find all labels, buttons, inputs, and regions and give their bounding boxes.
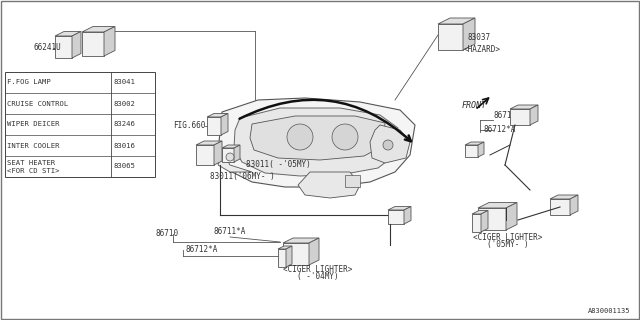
Polygon shape (465, 145, 478, 157)
Polygon shape (234, 108, 398, 176)
Polygon shape (82, 32, 104, 56)
Text: A830001135: A830001135 (588, 308, 630, 314)
Text: 83011( -'05MY): 83011( -'05MY) (246, 161, 311, 170)
Polygon shape (196, 141, 222, 145)
Polygon shape (218, 98, 415, 187)
Text: CRUISE CONTROL: CRUISE CONTROL (7, 100, 68, 107)
Text: 83016: 83016 (113, 142, 135, 148)
Polygon shape (221, 114, 228, 135)
Polygon shape (550, 199, 570, 215)
Polygon shape (506, 203, 517, 230)
Polygon shape (481, 211, 488, 232)
Text: 83246: 83246 (113, 122, 135, 127)
Text: <CIGER LIGHTER>: <CIGER LIGHTER> (284, 266, 353, 275)
Polygon shape (55, 36, 72, 58)
Text: 86712*A: 86712*A (483, 124, 515, 133)
Text: 83011('06MY- ): 83011('06MY- ) (210, 172, 275, 181)
Circle shape (332, 124, 358, 150)
Bar (5, 72, 155, 177)
Polygon shape (82, 27, 115, 32)
Polygon shape (510, 109, 530, 125)
Text: INTER COOLER: INTER COOLER (7, 142, 60, 148)
Polygon shape (250, 116, 385, 160)
Polygon shape (438, 18, 475, 24)
Polygon shape (298, 172, 360, 198)
Polygon shape (478, 142, 484, 157)
Polygon shape (218, 152, 252, 172)
Polygon shape (283, 238, 319, 243)
Text: SEAT HEATER: SEAT HEATER (7, 160, 55, 166)
Polygon shape (478, 203, 517, 208)
Polygon shape (309, 238, 319, 265)
Polygon shape (278, 246, 292, 249)
Polygon shape (196, 145, 214, 165)
Polygon shape (207, 117, 221, 135)
Text: FIG.660: FIG.660 (173, 122, 205, 131)
Polygon shape (510, 105, 538, 109)
Text: <CIGER LIGHTER>: <CIGER LIGHTER> (474, 233, 543, 242)
Polygon shape (463, 18, 475, 50)
Text: <FOR CD STI>: <FOR CD STI> (7, 168, 60, 174)
Text: F.FOG LAMP: F.FOG LAMP (7, 79, 51, 85)
Polygon shape (438, 24, 463, 50)
Text: 66241U: 66241U (33, 44, 61, 52)
Text: ('05MY- ): ('05MY- ) (487, 239, 529, 249)
Polygon shape (404, 206, 411, 224)
Text: 83037: 83037 (468, 34, 491, 43)
Polygon shape (530, 105, 538, 125)
Polygon shape (234, 145, 240, 162)
Text: FRONT: FRONT (462, 100, 487, 109)
Text: 86711*A: 86711*A (214, 228, 246, 236)
Circle shape (226, 153, 234, 161)
Polygon shape (283, 243, 309, 265)
Polygon shape (278, 249, 286, 267)
Polygon shape (388, 206, 411, 210)
Text: 86710: 86710 (155, 229, 178, 238)
Polygon shape (104, 27, 115, 56)
Polygon shape (286, 246, 292, 267)
Polygon shape (214, 141, 222, 165)
Polygon shape (222, 145, 240, 148)
Text: 83041: 83041 (113, 79, 135, 85)
Polygon shape (478, 208, 506, 230)
Polygon shape (465, 142, 484, 145)
Polygon shape (388, 210, 404, 224)
Polygon shape (472, 214, 481, 232)
Polygon shape (345, 175, 360, 187)
Polygon shape (550, 195, 578, 199)
Text: 86710: 86710 (494, 110, 517, 119)
Text: 83002: 83002 (113, 100, 135, 107)
Polygon shape (72, 31, 81, 58)
Polygon shape (472, 211, 488, 214)
Text: WIPER DEICER: WIPER DEICER (7, 122, 60, 127)
Text: 86712*A: 86712*A (185, 245, 218, 254)
Polygon shape (207, 114, 228, 117)
Polygon shape (222, 148, 234, 162)
Text: 83065: 83065 (113, 164, 135, 170)
Text: <HAZARD>: <HAZARD> (464, 44, 501, 53)
Polygon shape (55, 31, 81, 36)
Text: ( -'04MY): ( -'04MY) (297, 273, 339, 282)
Polygon shape (370, 125, 410, 163)
Polygon shape (570, 195, 578, 215)
Circle shape (383, 140, 393, 150)
Circle shape (287, 124, 313, 150)
